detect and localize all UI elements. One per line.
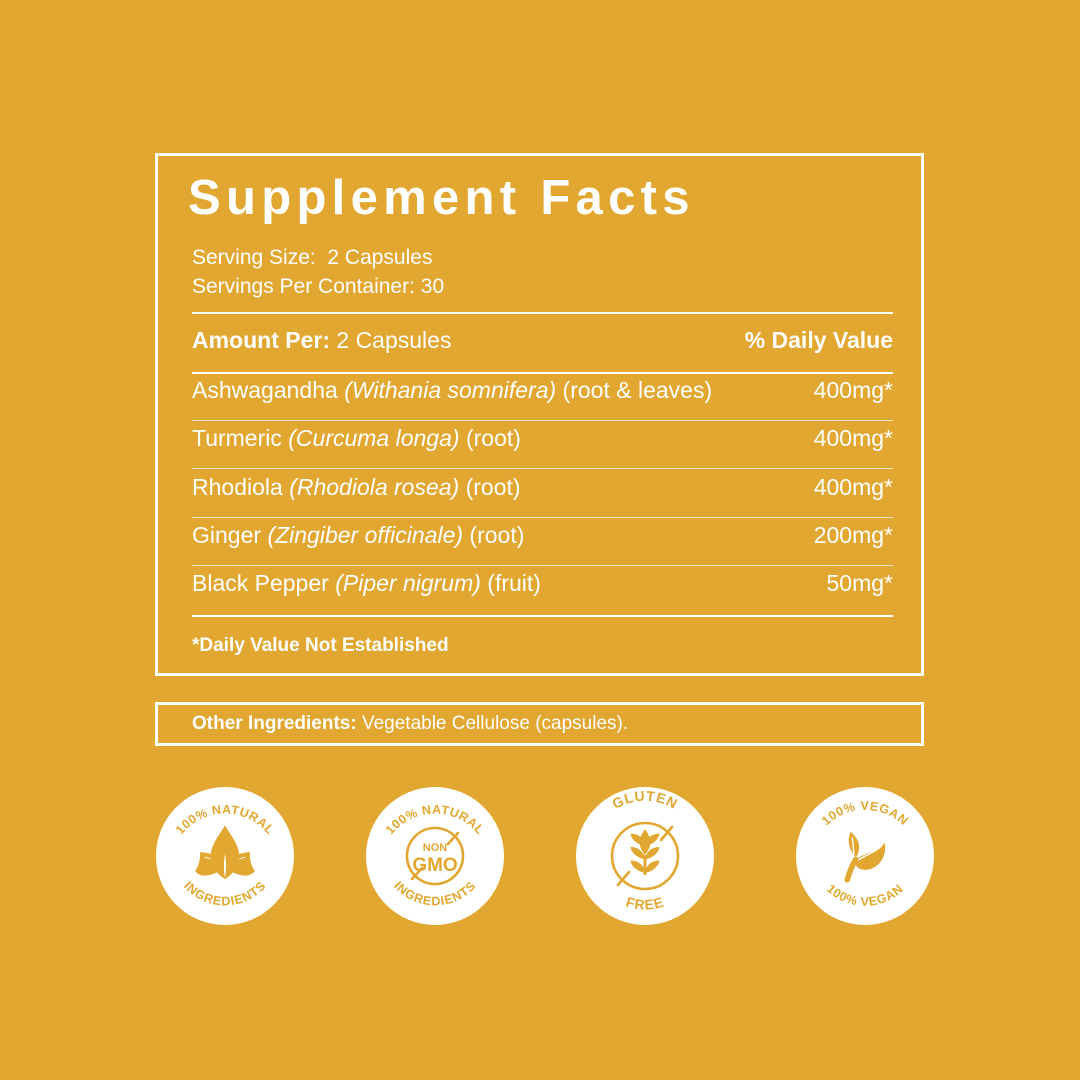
svg-text:NON: NON [423,842,448,854]
